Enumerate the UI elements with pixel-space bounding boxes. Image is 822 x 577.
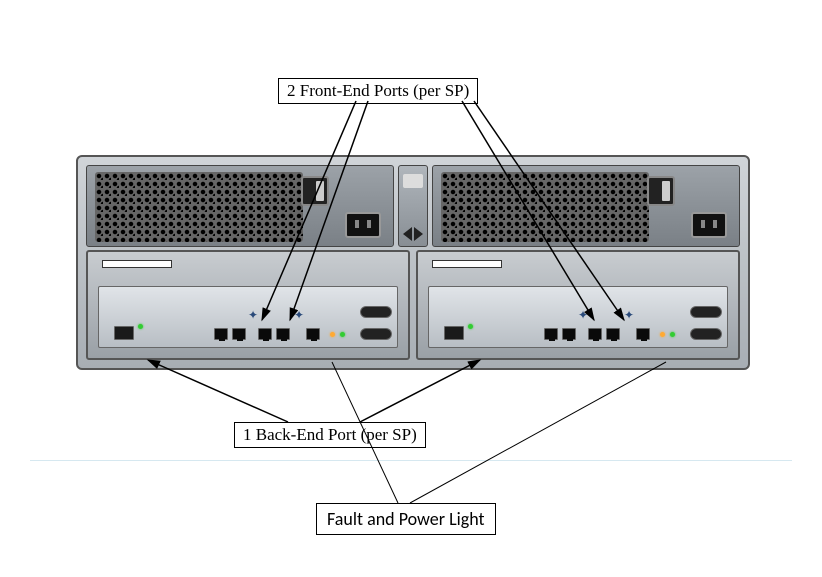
star-icon: ✦ bbox=[578, 308, 588, 323]
front-end-port-3 bbox=[606, 328, 620, 340]
sp-a: ✦ ✦ bbox=[86, 250, 410, 360]
port-led-icon bbox=[138, 324, 143, 329]
eject-arrows-icon bbox=[403, 226, 423, 242]
star-icon: ✦ bbox=[294, 308, 304, 323]
front-end-port-1 bbox=[562, 328, 576, 340]
back-end-port-label: 1 Back-End Port (per SP) bbox=[234, 422, 426, 448]
badge-icon bbox=[403, 174, 423, 188]
serial-port bbox=[690, 328, 722, 340]
front-end-port-0 bbox=[214, 328, 228, 340]
power-switch-icon bbox=[647, 176, 675, 206]
sp-row: ✦ ✦ ✦ ✦ bbox=[86, 250, 740, 360]
psu-b bbox=[432, 165, 740, 247]
divider-line bbox=[30, 460, 792, 461]
sp-b: ✦ ✦ bbox=[416, 250, 740, 360]
power-led-icon bbox=[340, 332, 345, 337]
front-end-port-1 bbox=[232, 328, 246, 340]
star-icon: ✦ bbox=[624, 308, 634, 323]
serial-port bbox=[690, 306, 722, 318]
port-led-icon bbox=[468, 324, 473, 329]
serial-port bbox=[360, 306, 392, 318]
fault-led-icon bbox=[660, 332, 665, 337]
front-end-port-2 bbox=[588, 328, 602, 340]
power-switch-icon bbox=[301, 176, 329, 206]
mgmt-port bbox=[306, 328, 320, 340]
front-end-port-2 bbox=[258, 328, 272, 340]
psu-a bbox=[86, 165, 394, 247]
front-end-ports-label: 2 Front-End Ports (per SP) bbox=[278, 78, 478, 104]
fault-led-icon bbox=[330, 332, 335, 337]
storage-chassis: ✦ ✦ ✦ ✦ bbox=[76, 155, 750, 370]
power-inlet-icon bbox=[345, 212, 381, 238]
mgmt-port bbox=[636, 328, 650, 340]
power-led-icon bbox=[670, 332, 675, 337]
fault-power-light-label: Fault and Power Light bbox=[316, 503, 496, 535]
power-inlet-icon bbox=[691, 212, 727, 238]
front-end-port-3 bbox=[276, 328, 290, 340]
vent-grille bbox=[441, 172, 649, 242]
serial-port bbox=[360, 328, 392, 340]
back-end-port bbox=[444, 326, 464, 340]
front-end-port-0 bbox=[544, 328, 558, 340]
sp-label-strip bbox=[102, 260, 172, 268]
psu-row bbox=[86, 165, 740, 247]
vent-grille bbox=[95, 172, 303, 242]
back-end-port bbox=[114, 326, 134, 340]
center-latch-column bbox=[398, 165, 428, 247]
star-icon: ✦ bbox=[248, 308, 258, 323]
sp-label-strip bbox=[432, 260, 502, 268]
